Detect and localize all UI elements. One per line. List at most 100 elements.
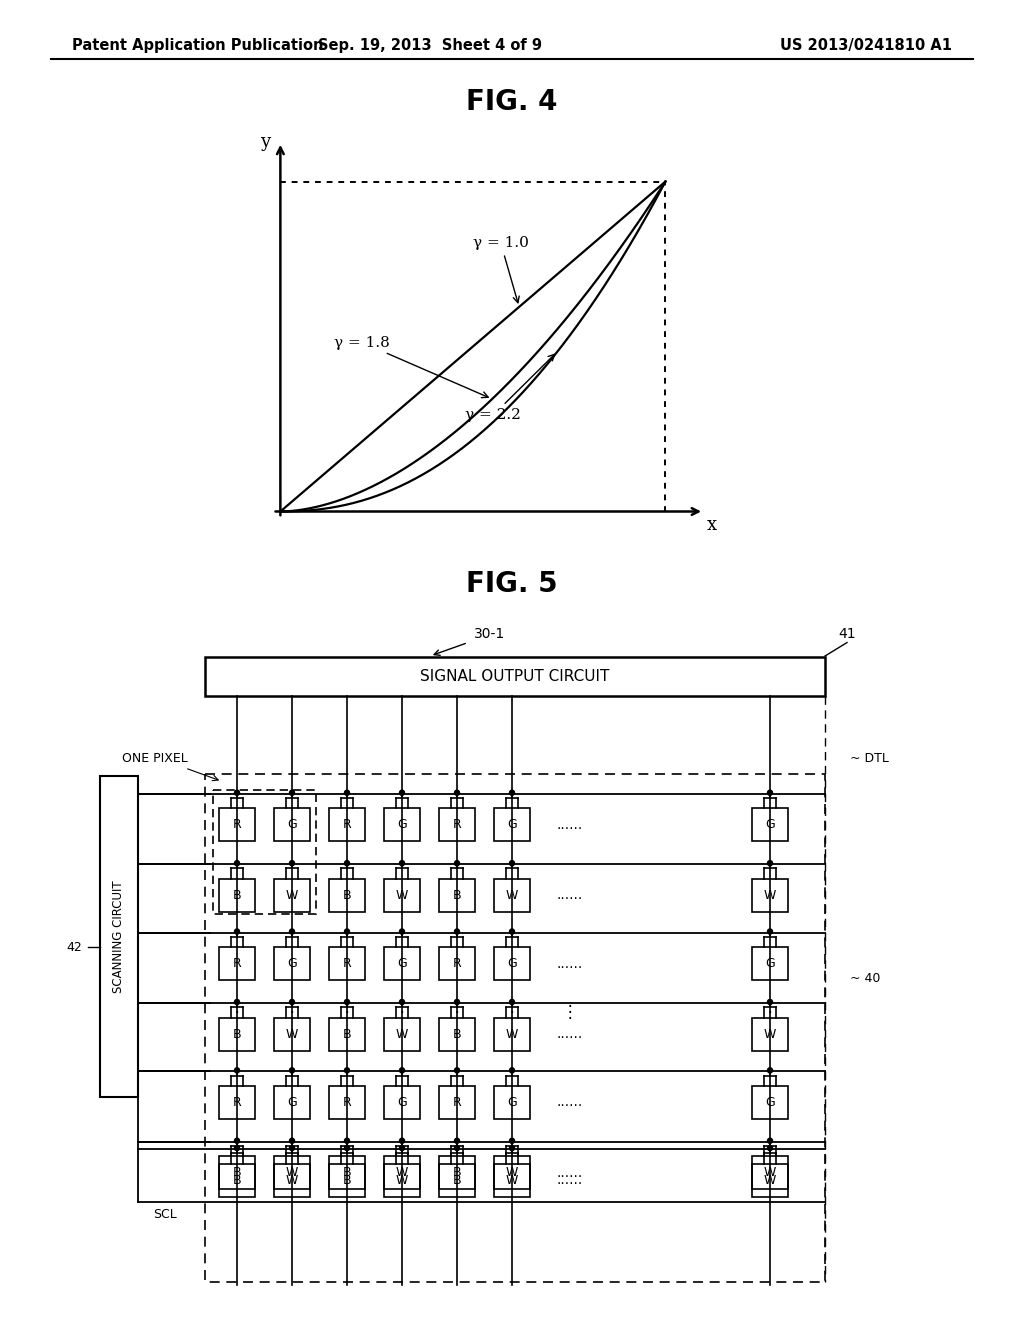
Text: B: B [343,1027,351,1040]
Text: G: G [507,1096,517,1109]
Text: G: G [765,818,775,832]
Bar [494,1164,530,1197]
Circle shape [290,861,295,866]
Text: G: G [765,1096,775,1109]
Circle shape [234,1146,240,1151]
Circle shape [344,1068,349,1073]
Text: SCANNING CIRCUIT: SCANNING CIRCUIT [113,880,126,993]
Circle shape [290,1068,295,1073]
Bar [384,808,420,841]
Bar [384,1164,420,1197]
Bar [213,789,316,913]
Text: W: W [396,1173,409,1187]
Text: γ = 1.8: γ = 1.8 [334,335,488,397]
Bar [274,1018,310,1051]
Text: W: W [764,1173,776,1187]
Text: ⋮: ⋮ [562,1003,579,1022]
Text: ......: ...... [557,1173,583,1187]
Text: G: G [397,957,407,970]
Bar [384,1018,420,1051]
Text: ⋮: ⋮ [504,1003,520,1022]
Circle shape [510,1146,514,1151]
Circle shape [455,1138,460,1143]
Circle shape [455,929,460,935]
Circle shape [290,999,295,1005]
Circle shape [510,791,514,796]
Bar [384,879,420,912]
Text: W: W [396,888,409,902]
Circle shape [399,1146,404,1151]
Bar [329,879,365,912]
Circle shape [399,861,404,866]
Bar [494,879,530,912]
Text: G: G [287,1096,297,1109]
Text: B: B [343,1167,351,1179]
Circle shape [344,929,349,935]
Bar [494,1156,530,1189]
Text: ⋮: ⋮ [393,1003,411,1022]
Bar [384,1156,420,1189]
Circle shape [344,861,349,866]
Text: ~ 40: ~ 40 [850,972,881,985]
Text: B: B [453,1167,462,1179]
Circle shape [344,1138,349,1143]
Text: 41: 41 [839,627,856,642]
Bar [384,1086,420,1119]
Text: SIGNAL OUTPUT CIRCUIT: SIGNAL OUTPUT CIRCUIT [420,669,609,684]
Circle shape [234,791,240,796]
Text: x: x [707,516,717,533]
Circle shape [234,1138,240,1143]
Circle shape [290,791,295,796]
Text: W: W [764,1027,776,1040]
Bar [274,1164,310,1197]
Circle shape [455,1068,460,1073]
Text: W: W [506,1167,518,1179]
Text: W: W [286,1027,298,1040]
Text: G: G [287,818,297,832]
Circle shape [399,999,404,1005]
Circle shape [455,861,460,866]
Text: G: G [397,818,407,832]
Text: W: W [506,888,518,902]
Bar [274,879,310,912]
Bar [439,1156,475,1189]
Bar [219,808,255,841]
Text: R: R [343,1096,351,1109]
Text: 42: 42 [67,941,82,953]
Text: W: W [286,1167,298,1179]
Text: R: R [232,818,242,832]
Bar [329,948,365,981]
Text: W: W [764,888,776,902]
Circle shape [768,1138,772,1143]
Bar [274,948,310,981]
Text: 30-1: 30-1 [474,627,506,642]
Bar [752,1018,788,1051]
Text: B: B [343,1173,351,1187]
Text: R: R [232,957,242,970]
Text: G: G [765,957,775,970]
Text: R: R [453,1096,462,1109]
Text: y: y [260,133,270,150]
Text: ......: ...... [557,818,583,832]
Text: ~ DTL: ~ DTL [850,752,889,766]
Bar [329,1156,365,1189]
Text: W: W [396,1027,409,1040]
Bar [274,1156,310,1189]
Bar [439,1086,475,1119]
Circle shape [234,999,240,1005]
Text: G: G [397,1096,407,1109]
Circle shape [344,1146,349,1151]
Text: B: B [453,1027,462,1040]
Circle shape [768,929,772,935]
Circle shape [510,929,514,935]
Text: Patent Application Publication: Patent Application Publication [72,38,324,53]
Circle shape [455,1146,460,1151]
Text: W: W [506,1173,518,1187]
Text: ......: ...... [557,1096,583,1110]
Text: FIG. 5: FIG. 5 [466,570,558,598]
Bar [329,1018,365,1051]
Text: ......: ...... [557,957,583,970]
Bar [274,1086,310,1119]
Text: Sep. 19, 2013  Sheet 4 of 9: Sep. 19, 2013 Sheet 4 of 9 [318,38,542,53]
Circle shape [510,861,514,866]
